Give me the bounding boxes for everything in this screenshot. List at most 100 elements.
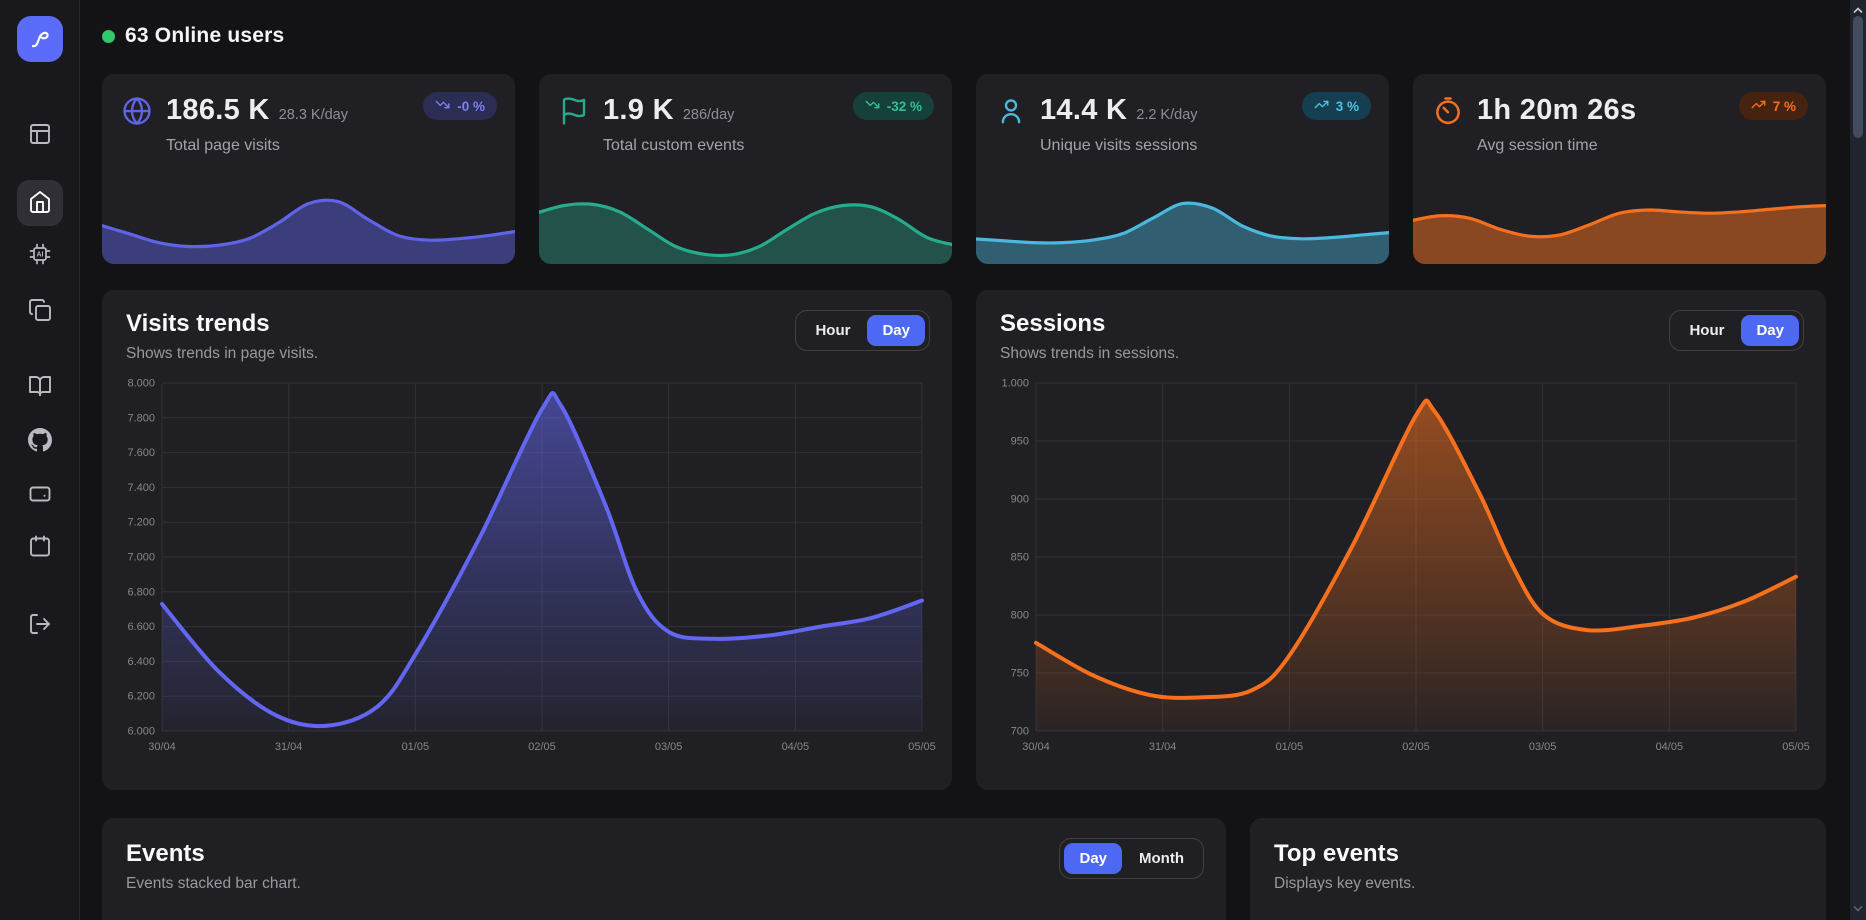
svg-text:03/05: 03/05 xyxy=(1529,741,1557,753)
page-scrollbar[interactable] xyxy=(1850,0,1866,920)
svg-text:950: 950 xyxy=(1011,436,1029,448)
sparkline-custom-events xyxy=(539,190,952,264)
top-events-card: Top events Displays key events. xyxy=(1250,818,1826,920)
visits-trends-title: Visits trends xyxy=(126,310,270,337)
main-content: 63 Online users -0 % 186.5 K 28.3 K/day … xyxy=(80,0,1866,920)
sparkline-unique-sessions xyxy=(976,190,1389,264)
visits-toggle-day[interactable]: Day xyxy=(867,315,925,346)
stat-label: Total custom events xyxy=(603,137,745,154)
sessions-card: Sessions Shows trends in sessions. Hour … xyxy=(976,290,1826,790)
sidebar-item-billing[interactable] xyxy=(17,472,63,518)
svg-text:7.000: 7.000 xyxy=(127,552,155,564)
trending-down-icon xyxy=(865,97,880,115)
scrollbar-thumb[interactable] xyxy=(1853,16,1863,138)
visits-toggle-hour[interactable]: Hour xyxy=(800,315,865,346)
svg-text:7.600: 7.600 xyxy=(127,447,155,459)
sidebar-item-home[interactable] xyxy=(16,180,63,226)
sidebar: AI xyxy=(0,0,80,920)
top-events-title: Top events xyxy=(1274,840,1399,867)
trend-badge: -0 % xyxy=(423,92,497,120)
flag-icon xyxy=(559,96,589,126)
stat-rate: 2.2 K/day xyxy=(1136,106,1198,123)
stat-label: Total page visits xyxy=(166,137,280,154)
sessions-range-toggle: Hour Day xyxy=(1669,310,1804,351)
svg-text:1.000: 1.000 xyxy=(1001,378,1029,390)
stat-card-page-visits: -0 % 186.5 K 28.3 K/day Total page visit… xyxy=(102,74,515,264)
svg-text:02/05: 02/05 xyxy=(1402,741,1430,753)
sidebar-item-panels[interactable] xyxy=(17,112,63,158)
svg-text:800: 800 xyxy=(1011,610,1029,622)
sidebar-item-pages[interactable] xyxy=(17,288,63,334)
trend-badge: -32 % xyxy=(852,92,934,120)
svg-text:05/05: 05/05 xyxy=(908,741,936,753)
top-events-subtitle: Displays key events. xyxy=(1274,875,1416,892)
svg-text:04/05: 04/05 xyxy=(782,741,810,753)
sidebar-item-ai[interactable]: AI xyxy=(17,232,63,278)
online-users-label: 63 Online users xyxy=(125,24,285,47)
stat-card-avg-session-time: 7 % 1h 20m 26s Avg session time xyxy=(1413,74,1826,264)
events-toggle-day[interactable]: Day xyxy=(1064,843,1123,874)
svg-text:6.000: 6.000 xyxy=(127,726,155,738)
svg-text:7.200: 7.200 xyxy=(127,517,155,529)
events-title: Events xyxy=(126,840,205,867)
svg-text:30/04: 30/04 xyxy=(148,741,176,753)
svg-text:6.600: 6.600 xyxy=(127,621,155,633)
svg-text:6.800: 6.800 xyxy=(127,586,155,598)
stat-value: 1.9 K xyxy=(603,94,674,126)
visits-trends-card: Visits trends Shows trends in page visit… xyxy=(102,290,952,790)
wallet-icon xyxy=(28,482,52,509)
svg-text:02/05: 02/05 xyxy=(528,741,556,753)
svg-text:01/05: 01/05 xyxy=(402,741,430,753)
svg-text:7.800: 7.800 xyxy=(127,412,155,424)
events-range-toggle: Day Month xyxy=(1059,838,1204,879)
timer-icon xyxy=(1433,96,1463,126)
visits-trends-subtitle: Shows trends in page visits. xyxy=(126,345,319,362)
stat-label: Avg session time xyxy=(1477,137,1598,154)
scroll-down-icon[interactable] xyxy=(1853,900,1863,918)
user-icon xyxy=(996,96,1026,126)
scroll-up-icon[interactable] xyxy=(1853,2,1863,20)
online-users-header: 63 Online users xyxy=(102,24,1826,48)
svg-text:AI: AI xyxy=(36,251,43,258)
sidebar-item-logout[interactable] xyxy=(17,602,63,648)
trending-down-icon xyxy=(435,97,450,115)
events-card: Events Events stacked bar chart. Day Mon… xyxy=(102,818,1226,920)
svg-text:31/04: 31/04 xyxy=(275,741,303,753)
sessions-toggle-hour[interactable]: Hour xyxy=(1674,315,1739,346)
book-open-icon xyxy=(28,374,52,401)
trending-up-icon xyxy=(1314,97,1329,115)
charts-row: Visits trends Shows trends in page visit… xyxy=(102,290,1826,790)
sidebar-item-calendar[interactable] xyxy=(17,524,63,570)
badge-value: 7 % xyxy=(1772,98,1796,114)
ai-chip-icon: AI xyxy=(28,242,52,269)
log-out-icon xyxy=(28,612,52,639)
pages-icon xyxy=(28,298,52,325)
stat-label: Unique visits sessions xyxy=(1040,137,1198,154)
bottom-row: Events Events stacked bar chart. Day Mon… xyxy=(102,818,1826,920)
svg-text:31/04: 31/04 xyxy=(1149,741,1177,753)
trending-up-icon xyxy=(1751,97,1766,115)
svg-text:850: 850 xyxy=(1011,552,1029,564)
svg-text:05/05: 05/05 xyxy=(1782,741,1810,753)
events-toggle-month[interactable]: Month xyxy=(1124,843,1199,874)
stat-value: 1h 20m 26s xyxy=(1477,94,1637,126)
sessions-subtitle: Shows trends in sessions. xyxy=(1000,345,1180,362)
logo-icon xyxy=(27,25,53,54)
stat-cards-row: -0 % 186.5 K 28.3 K/day Total page visit… xyxy=(102,74,1826,264)
calendar-icon xyxy=(28,534,52,561)
sessions-chart: 1.000 950 900 850 800 750 700 30/04 31/04 01/05 02… xyxy=(990,373,1812,755)
sparkline-page-visits xyxy=(102,190,515,264)
sessions-toggle-day[interactable]: Day xyxy=(1741,315,1799,346)
badge-value: -32 % xyxy=(886,98,922,114)
home-icon xyxy=(28,190,52,217)
github-icon xyxy=(27,427,52,455)
stat-rate: 286/day xyxy=(682,106,735,123)
stat-value: 14.4 K xyxy=(1040,94,1128,126)
svg-text:03/05: 03/05 xyxy=(655,741,683,753)
svg-text:01/05: 01/05 xyxy=(1276,741,1304,753)
app-logo[interactable] xyxy=(16,16,63,62)
svg-text:700: 700 xyxy=(1011,726,1029,738)
badge-value: 3 % xyxy=(1335,98,1359,114)
sidebar-item-docs[interactable] xyxy=(17,364,63,410)
sidebar-item-github[interactable] xyxy=(17,418,63,464)
